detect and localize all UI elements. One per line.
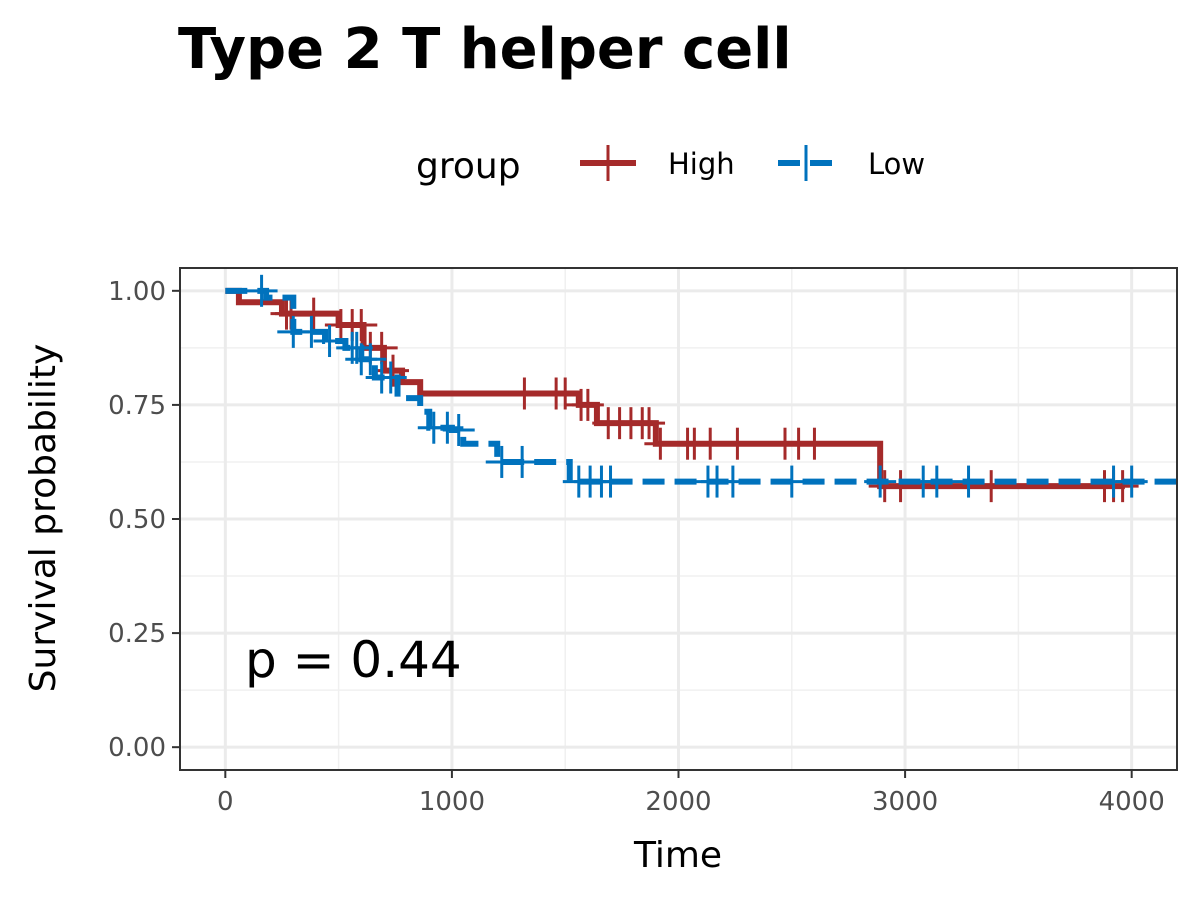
censor-mark-low xyxy=(1115,465,1148,498)
x-tick-label: 2000 xyxy=(645,787,711,817)
censor-mark-high xyxy=(721,427,754,460)
y-tick-label: 0.75 xyxy=(108,391,166,421)
x-tick-label: 4000 xyxy=(1099,787,1165,817)
censor-mark-high xyxy=(644,427,677,460)
censor-mark-low xyxy=(374,361,407,394)
censor-mark-high xyxy=(297,297,330,330)
censor-mark-low xyxy=(295,315,328,348)
survival-curve-low xyxy=(225,287,1177,485)
y-tick-label: 0.25 xyxy=(108,619,166,649)
censor-mark-high xyxy=(1106,470,1139,503)
censor-mark-low xyxy=(354,343,387,376)
legend-item-high: High xyxy=(580,145,735,181)
censor-mark-low xyxy=(775,465,808,498)
legend-label-low: Low xyxy=(868,147,925,181)
chart-title: Type 2 T helper cell xyxy=(178,17,792,82)
censor-mark-high xyxy=(571,388,604,421)
censor-mark-low xyxy=(716,465,749,498)
censor-mark-low xyxy=(313,325,346,358)
p-value-annotation: p = 0.44 xyxy=(245,631,462,689)
y-tick-label: 0.50 xyxy=(108,505,166,535)
censor-mark-low xyxy=(442,414,475,447)
y-tick-label: 0.00 xyxy=(108,733,166,763)
y-tick-label: 1.00 xyxy=(108,277,166,307)
x-axis-title: Time xyxy=(633,835,722,876)
curves xyxy=(225,274,1177,503)
legend-label-high: High xyxy=(668,147,735,181)
legend: group High Low xyxy=(416,145,925,187)
x-tick-label: 3000 xyxy=(872,787,938,817)
censor-mark-high xyxy=(975,470,1008,503)
x-tick-label: 0 xyxy=(217,787,234,817)
censor-mark-high xyxy=(694,427,727,460)
censor-mark-high xyxy=(798,427,831,460)
censor-mark-high xyxy=(508,377,541,410)
censor-mark-low xyxy=(245,274,278,307)
censor-mark-low xyxy=(920,465,953,498)
censor-mark-low xyxy=(506,445,539,478)
censor-mark-high xyxy=(345,309,378,342)
y-axis-title: Survival probability xyxy=(23,344,64,693)
censor-mark-high xyxy=(884,470,917,503)
legend-item-low: Low xyxy=(778,145,925,181)
x-tick-label: 1000 xyxy=(419,787,485,817)
censor-mark-low xyxy=(864,465,897,498)
censor-mark-high xyxy=(633,407,666,440)
legend-title: group xyxy=(416,146,521,187)
censor-mark-low xyxy=(594,465,627,498)
censor-mark-low xyxy=(952,465,985,498)
